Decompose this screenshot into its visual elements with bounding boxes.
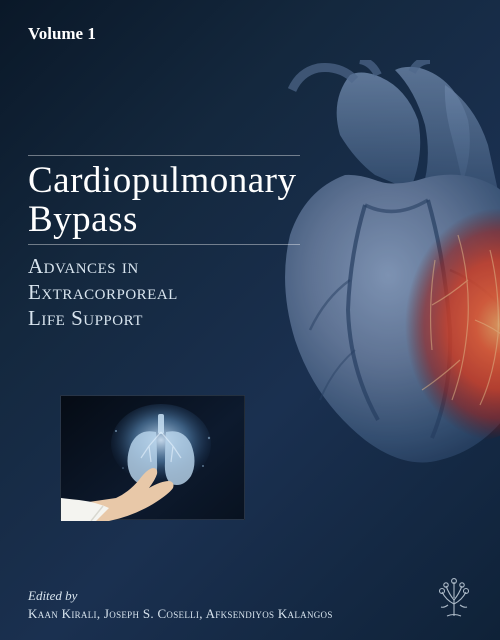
title-divider-top (28, 155, 300, 156)
title-line-2: Bypass (28, 199, 138, 240)
subtitle-line-3: Life Support (28, 306, 143, 330)
inset-hologram-image (60, 395, 245, 520)
edited-by-label: Edited by (28, 588, 333, 604)
book-title: Cardiopulmonary Bypass (28, 162, 300, 240)
volume-text: Volume 1 (28, 24, 96, 43)
editors-block: Edited by Kaan Kirali, Joseph S. Coselli… (28, 588, 333, 622)
book-cover: Volume 1 Cardiopulmonary Bypass Advances… (0, 0, 500, 640)
title-divider-bottom (28, 244, 300, 245)
subtitle-line-1: Advances in (28, 254, 139, 278)
publisher-logo (432, 576, 476, 620)
subtitle-line-2: Extracorporeal (28, 280, 178, 304)
editor-names: Kaan Kirali, Joseph S. Coselli, Afksendi… (28, 606, 333, 622)
book-subtitle: Advances in Extracorporeal Life Support (28, 253, 300, 332)
volume-label: Volume 1 (28, 24, 96, 44)
title-block: Cardiopulmonary Bypass Advances in Extra… (28, 155, 300, 331)
title-line-1: Cardiopulmonary (28, 160, 297, 201)
